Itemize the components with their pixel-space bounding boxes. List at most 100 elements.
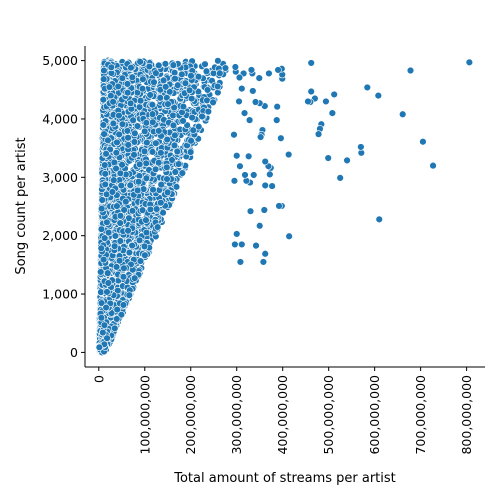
data-point [103, 334, 111, 342]
data-point [324, 154, 332, 162]
data-point [135, 103, 144, 111]
data-point [202, 67, 211, 75]
data-point [98, 196, 106, 204]
data-point [119, 301, 128, 309]
data-point [159, 208, 167, 217]
data-point [101, 180, 109, 189]
data-point [125, 291, 133, 299]
data-point [245, 116, 254, 124]
data-point [235, 73, 244, 82]
data-point [99, 328, 107, 337]
data-point [142, 228, 151, 237]
data-point [128, 207, 137, 215]
data-point [198, 112, 206, 121]
data-point [150, 78, 158, 86]
x-axis-label: Total amount of streams per artist [173, 471, 396, 486]
data-point [169, 121, 178, 130]
data-point [209, 98, 217, 107]
data-point [115, 257, 124, 265]
data-point [99, 255, 108, 264]
data-point [138, 206, 147, 214]
data-point [216, 69, 224, 77]
data-point [113, 305, 121, 314]
data-point [112, 148, 121, 157]
data-point [173, 147, 181, 156]
data-point [116, 237, 125, 245]
data-point [126, 181, 134, 189]
x-tick-label: 400,000,000 [275, 375, 290, 455]
data-point [135, 160, 144, 169]
data-point [118, 120, 127, 128]
data-point [256, 222, 264, 230]
data-point [97, 268, 105, 276]
data-point [110, 176, 118, 184]
data-point [99, 96, 108, 104]
data-point [143, 138, 151, 147]
data-point [126, 99, 135, 108]
data-point [419, 138, 427, 146]
data-point [113, 315, 121, 323]
data-point [131, 129, 139, 138]
data-point [265, 69, 273, 78]
data-point [259, 258, 268, 266]
data-point [322, 97, 330, 106]
data-point [102, 303, 110, 312]
data-point [102, 150, 110, 158]
data-point [194, 122, 203, 131]
x-tick-label: 200,000,000 [183, 375, 198, 455]
data-point [124, 141, 132, 149]
data-point [151, 165, 160, 174]
data-point [101, 170, 109, 178]
data-point [104, 269, 112, 277]
data-point [159, 76, 168, 85]
data-point [115, 111, 123, 120]
data-point [252, 241, 260, 250]
data-point [146, 91, 154, 99]
data-point [328, 109, 337, 117]
data-point [99, 121, 108, 129]
data-point [112, 263, 121, 271]
data-point [163, 188, 172, 197]
data-point [238, 240, 246, 249]
x-tick-label: 0 [91, 375, 106, 383]
data-point [236, 258, 245, 266]
data-point [251, 98, 260, 106]
data-point [233, 152, 241, 160]
y-tick-label: 2,000 [42, 228, 78, 243]
data-point [244, 152, 253, 161]
data-point [152, 205, 161, 213]
data-point [238, 84, 246, 93]
data-point [266, 170, 274, 179]
data-point [104, 136, 112, 145]
data-point [235, 97, 243, 106]
data-point [117, 310, 126, 319]
data-point [273, 102, 281, 111]
data-point [171, 168, 179, 176]
data-point [139, 75, 147, 83]
data-point [307, 59, 315, 67]
data-point [116, 212, 125, 220]
data-point [130, 138, 139, 146]
y-axis-label: Song count per artist [14, 137, 29, 274]
data-point [314, 130, 323, 138]
data-point [157, 198, 165, 207]
data-point [148, 101, 157, 109]
data-point [246, 207, 255, 215]
data-point [363, 83, 371, 92]
y-tick-label: 4,000 [42, 111, 78, 126]
data-point [104, 279, 113, 287]
data-point [122, 197, 130, 206]
data-point [113, 138, 121, 147]
data-point [255, 74, 263, 82]
data-point [118, 74, 127, 82]
data-point [109, 119, 118, 128]
data-point [169, 111, 177, 120]
data-point [256, 133, 265, 141]
data-point [100, 130, 108, 138]
data-point [284, 150, 293, 159]
data-point [164, 100, 172, 108]
data-points [95, 56, 474, 357]
y-axis-ticks: 0 1,000 2,000 3,000 4,000 5,000 [42, 53, 85, 360]
